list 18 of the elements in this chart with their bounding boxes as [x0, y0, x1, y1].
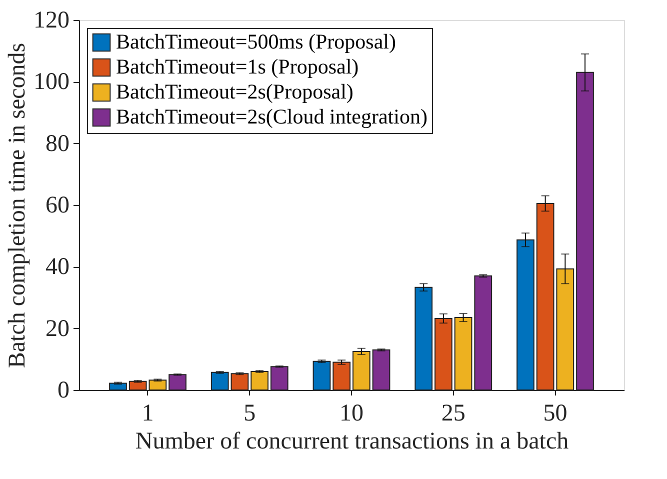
y-tick-label: 0 [58, 378, 70, 404]
legend-label: BatchTimeout=2s(Proposal) [116, 80, 354, 104]
y-axis-title: Batch completion time in seconds [4, 42, 30, 368]
y-tick-label: 80 [46, 130, 70, 157]
x-tick-label: 1 [142, 400, 154, 426]
legend-label: BatchTimeout=2s(Cloud integration) [116, 104, 428, 128]
legend-label: BatchTimeout=500ms (Proposal) [116, 30, 396, 54]
x-axis-title: Number of concurrent transactions in a batch [135, 428, 569, 454]
x-tick-label: 25 [441, 400, 466, 426]
x-tick-label: 50 [543, 400, 568, 426]
x-tick-label: 5 [244, 400, 256, 426]
y-tick-label: 100 [34, 69, 70, 96]
x-tick-label: 10 [340, 400, 364, 426]
y-tick-label: 40 [46, 254, 70, 280]
legend-label: BatchTimeout=1s (Proposal) [116, 54, 359, 78]
y-tick-label: 20 [46, 316, 70, 342]
y-tick-label: 60 [46, 192, 70, 218]
y-tick-label: 120 [34, 8, 70, 34]
